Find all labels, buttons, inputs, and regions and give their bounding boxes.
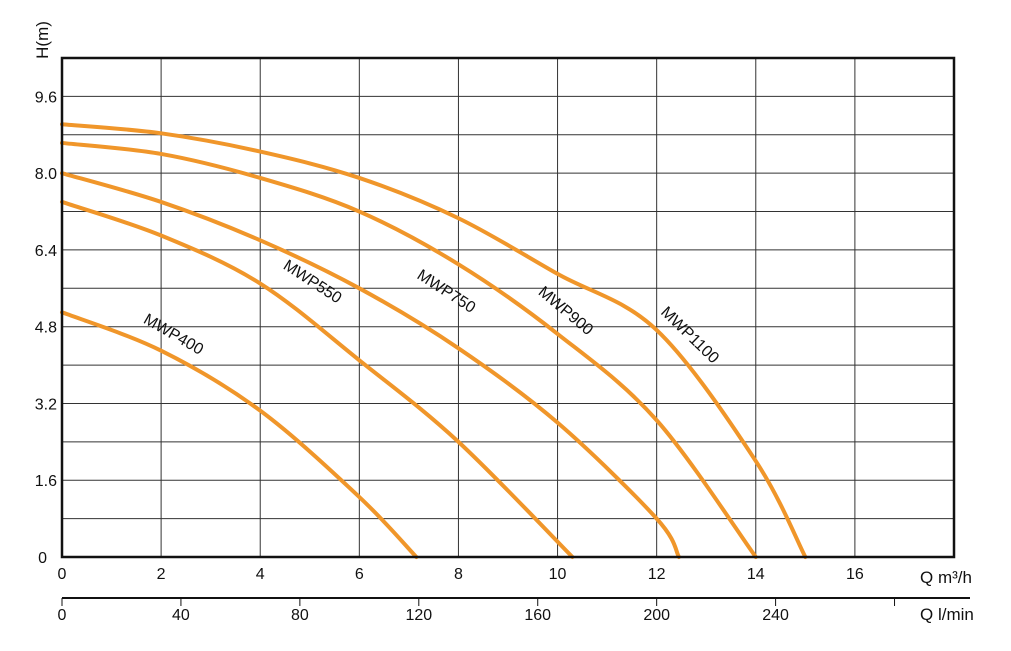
curve-mwp1100 [60, 122, 808, 559]
plot-border [60, 56, 956, 559]
plot-frame [60, 56, 956, 559]
curve-mwp750 [60, 171, 681, 559]
x-secondary-axis-label: Q l/min [920, 605, 974, 624]
series-label: MWP1100 [657, 304, 722, 367]
x-tick-label: 10 [549, 566, 567, 583]
y-tick-label: 4.8 [35, 320, 57, 337]
x-tick-label: 14 [747, 566, 765, 583]
curve-mwp900 [60, 140, 758, 559]
y-tick-label: 6.4 [35, 243, 57, 260]
x-tick-label: 4 [256, 566, 265, 583]
series-label: MWP750 [414, 267, 479, 317]
grid [62, 58, 954, 557]
curve-mwp400 [60, 310, 419, 559]
x-tick-label: 2 [157, 566, 166, 583]
x-tick-label: 16 [846, 566, 864, 583]
secondary-x-tick-label: 0 [58, 607, 67, 624]
secondary-x-tick-label: 120 [405, 607, 432, 624]
y-tick-label: 1.6 [35, 473, 57, 490]
x-axis-label: Q m³/h [920, 568, 972, 587]
y-tick-label: 9.6 [35, 89, 57, 106]
axis-labels: H(m) Q m³/h Q l/min 0 2 4 6 8 10 12 14 1601.63.2… [33, 21, 974, 624]
y-tick-label: 3.2 [35, 396, 57, 413]
series-label: MWP900 [535, 284, 596, 339]
y-tick-label: 8.0 [35, 166, 57, 183]
secondary-x-tick-label: 200 [643, 607, 670, 624]
secondary-x-tick-label: 80 [291, 607, 309, 624]
secondary-x-tick-label: 160 [524, 607, 551, 624]
x-tick-label: 6 [355, 566, 364, 583]
y-tick-label: 0 [38, 550, 47, 567]
y-axis-label: H(m) [33, 21, 52, 59]
series-label: MWP400 [141, 311, 207, 359]
x-tick-label: 8 [454, 566, 463, 583]
secondary-x-tick-label: 40 [172, 607, 190, 624]
x-tick-label: 12 [648, 566, 666, 583]
secondary-x-tick-label: 240 [762, 607, 789, 624]
curve-mwp550 [60, 199, 575, 559]
x-tick-label: 0 [58, 566, 67, 583]
